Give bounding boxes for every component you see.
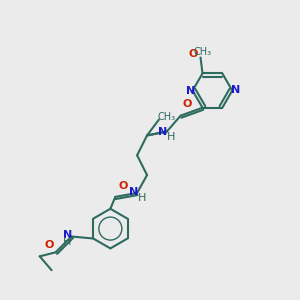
Text: H: H (167, 132, 175, 142)
Text: N: N (158, 128, 167, 137)
Text: CH₃: CH₃ (194, 46, 211, 57)
Text: CH₃: CH₃ (158, 112, 176, 122)
Text: N: N (63, 230, 72, 239)
Text: H: H (138, 193, 146, 203)
Text: N: N (128, 187, 138, 197)
Text: N: N (231, 85, 240, 94)
Text: O: O (183, 99, 192, 109)
Text: O: O (45, 240, 54, 250)
Text: O: O (189, 49, 198, 58)
Text: O: O (118, 181, 128, 191)
Text: H: H (63, 238, 72, 248)
Text: N: N (186, 85, 195, 96)
